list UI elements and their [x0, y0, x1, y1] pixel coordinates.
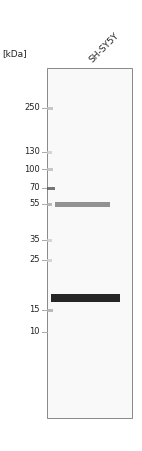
Text: 55: 55 [30, 199, 40, 208]
Bar [47, 258, 52, 262]
Bar [47, 187, 55, 189]
Text: 250: 250 [24, 103, 40, 112]
Bar [47, 167, 53, 170]
Text: [kDa]: [kDa] [2, 49, 27, 58]
Bar [47, 151, 52, 153]
Bar [47, 68, 132, 418]
Text: SH-SY5Y: SH-SY5Y [87, 31, 121, 64]
Bar [47, 106, 53, 110]
Bar [47, 202, 52, 206]
Bar [55, 202, 110, 207]
Bar [47, 308, 53, 312]
Bar [47, 239, 52, 241]
Text: 15: 15 [30, 305, 40, 314]
Text: 10: 10 [30, 327, 40, 336]
Text: 35: 35 [29, 235, 40, 244]
Text: 70: 70 [29, 184, 40, 193]
Text: 130: 130 [24, 147, 40, 156]
Text: 25: 25 [30, 256, 40, 264]
Text: 100: 100 [24, 165, 40, 174]
Bar [51, 294, 120, 302]
